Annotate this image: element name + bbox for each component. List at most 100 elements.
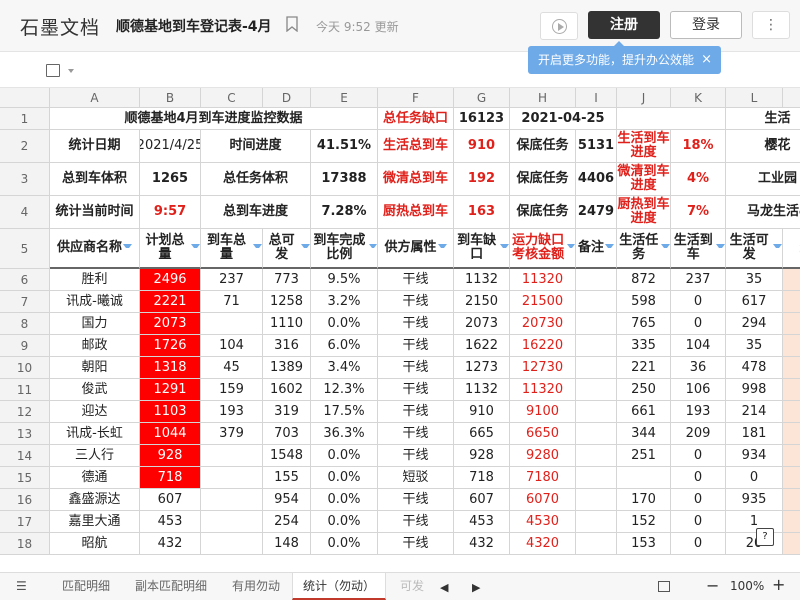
- table-column-header[interactable]: 运力缺口考核金额: [510, 229, 576, 269]
- table-cell[interactable]: [201, 511, 263, 533]
- column-header-L[interactable]: L: [726, 88, 783, 108]
- table-cell[interactable]: 干线: [378, 291, 454, 313]
- row-header-12[interactable]: 12: [0, 401, 50, 423]
- column-header-A[interactable]: A: [50, 88, 140, 108]
- table-column-header[interactable]: 到车缺口: [454, 229, 510, 269]
- table-cell[interactable]: 鑫盛源达: [50, 489, 140, 511]
- table-cell[interactable]: [576, 269, 617, 291]
- table-cell[interactable]: 12.3%: [311, 379, 378, 401]
- table-cell[interactable]: 193: [201, 401, 263, 423]
- table-cell[interactable]: 6.0%: [311, 335, 378, 357]
- row-header-9[interactable]: 9: [0, 335, 50, 357]
- present-button[interactable]: [540, 12, 578, 40]
- table-cell[interactable]: 344: [617, 423, 671, 445]
- table-cell[interactable]: [576, 357, 617, 379]
- table-cell[interactable]: 1044: [140, 423, 201, 445]
- table-cell[interactable]: 胜利: [50, 269, 140, 291]
- stat-date-label[interactable]: 统计日期: [50, 130, 140, 163]
- table-cell[interactable]: 773: [263, 269, 311, 291]
- supplier-industrial[interactable]: 工业园: [726, 163, 800, 196]
- table-cell[interactable]: 讯成-长虹: [50, 423, 140, 445]
- table-cell[interactable]: 1103: [140, 401, 201, 423]
- table-cell[interactable]: [576, 467, 617, 489]
- table-cell[interactable]: 6: [783, 269, 800, 291]
- table-cell[interactable]: 294: [726, 313, 783, 335]
- table-cell[interactable]: 159: [201, 379, 263, 401]
- table-cell[interactable]: 0.0%: [311, 467, 378, 489]
- table-cell[interactable]: 379: [201, 423, 263, 445]
- table-cell[interactable]: 干线: [378, 445, 454, 467]
- table-cell[interactable]: 1: [783, 511, 800, 533]
- arrived-volume-label[interactable]: 总到车体积: [50, 163, 140, 196]
- row-header-17[interactable]: 17: [0, 511, 50, 533]
- table-cell[interactable]: 9280: [510, 445, 576, 467]
- table-cell[interactable]: 德通: [50, 467, 140, 489]
- zoom-out-button[interactable]: −: [706, 576, 720, 595]
- table-cell[interactable]: 1: [783, 489, 800, 511]
- life-total-value[interactable]: 910: [454, 130, 510, 163]
- table-cell[interactable]: 2: [783, 445, 800, 467]
- row-header-1[interactable]: 1: [0, 108, 50, 130]
- total-gap-label[interactable]: 总任务缺口: [378, 108, 454, 130]
- layout-icon[interactable]: [658, 581, 670, 592]
- column-header-K[interactable]: K: [671, 88, 726, 108]
- app-logo[interactable]: 石墨文档: [20, 17, 101, 39]
- table-cell[interactable]: 1548: [263, 445, 311, 467]
- table-cell[interactable]: 2496: [140, 269, 201, 291]
- row-header-10[interactable]: 10: [0, 357, 50, 379]
- table-cell[interactable]: 1132: [454, 379, 510, 401]
- table-cell[interactable]: 0: [671, 291, 726, 313]
- table-cell[interactable]: 1273: [454, 357, 510, 379]
- table-cell[interactable]: 910: [454, 401, 510, 423]
- table-cell[interactable]: 干线: [378, 533, 454, 555]
- table-cell[interactable]: 237: [671, 269, 726, 291]
- table-cell[interactable]: 12730: [510, 357, 576, 379]
- report-date[interactable]: 2021-04-25: [510, 108, 617, 130]
- table-cell[interactable]: [576, 291, 617, 313]
- table-cell[interactable]: 478: [726, 357, 783, 379]
- table-cell[interactable]: 934: [726, 445, 783, 467]
- column-header-I[interactable]: I: [576, 88, 617, 108]
- column-header-D[interactable]: D: [263, 88, 311, 108]
- table-cell[interactable]: 665: [454, 423, 510, 445]
- table-cell[interactable]: [576, 445, 617, 467]
- summary-title[interactable]: 顺德基地4月到车进度监控数据: [50, 108, 378, 130]
- table-cell[interactable]: 0.0%: [311, 445, 378, 467]
- table-cell[interactable]: 106: [671, 379, 726, 401]
- table-cell[interactable]: 0.0%: [311, 489, 378, 511]
- table-cell[interactable]: 7: [783, 313, 800, 335]
- sheet-tab-2[interactable]: 副本匹配明细: [135, 579, 208, 593]
- arrive-progress-value[interactable]: 7.28%: [311, 196, 378, 229]
- table-cell[interactable]: 1602: [263, 379, 311, 401]
- time-progress-value[interactable]: 41.51%: [311, 130, 378, 163]
- table-cell[interactable]: 4530: [510, 511, 576, 533]
- supplier-malong[interactable]: 马龙生活4: [726, 196, 800, 229]
- table-cell[interactable]: 干线: [378, 379, 454, 401]
- table-cell[interactable]: 35: [726, 269, 783, 291]
- table-cell[interactable]: 1: [783, 533, 800, 555]
- table-cell[interactable]: 9.5%: [311, 269, 378, 291]
- table-cell[interactable]: 104: [201, 335, 263, 357]
- table-cell[interactable]: 453: [140, 511, 201, 533]
- column-header-B[interactable]: B: [140, 88, 201, 108]
- filter-icon[interactable]: [567, 243, 575, 253]
- table-column-header[interactable]: 生: [783, 229, 800, 269]
- table-column-header[interactable]: 生活可发: [726, 229, 783, 269]
- keep-task-value[interactable]: 2479: [576, 196, 617, 229]
- table-cell[interactable]: 617: [726, 291, 783, 313]
- table-cell[interactable]: 3.2%: [311, 291, 378, 313]
- stat-time-value[interactable]: 9:57: [140, 196, 201, 229]
- table-cell[interactable]: 1132: [454, 269, 510, 291]
- table-cell[interactable]: 335: [617, 335, 671, 357]
- table-cell[interactable]: 7180: [510, 467, 576, 489]
- table-column-header[interactable]: 到车总量: [201, 229, 263, 269]
- table-cell[interactable]: 221: [617, 357, 671, 379]
- sheet-tab-active[interactable]: 统计（勿动）: [292, 573, 387, 600]
- table-cell[interactable]: [576, 335, 617, 357]
- table-cell[interactable]: [576, 423, 617, 445]
- life-header-cell[interactable]: 生活: [726, 108, 800, 130]
- table-cell[interactable]: 4320: [510, 533, 576, 555]
- table-cell[interactable]: 20730: [510, 313, 576, 335]
- column-header-C[interactable]: C: [201, 88, 263, 108]
- filter-icon[interactable]: [661, 243, 670, 253]
